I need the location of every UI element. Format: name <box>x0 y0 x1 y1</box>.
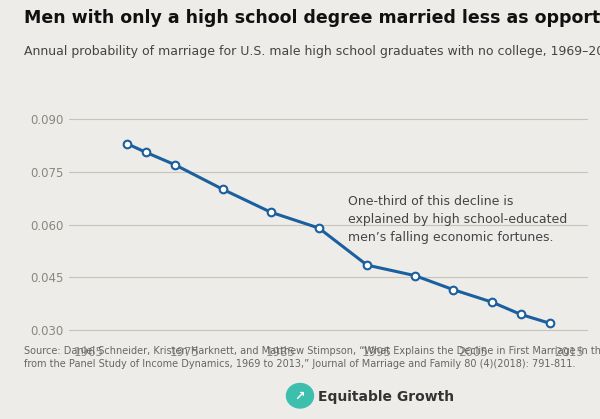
Text: ↗: ↗ <box>295 390 305 403</box>
Circle shape <box>287 383 314 408</box>
Text: Men with only a high school degree married less as opportunity declined: Men with only a high school degree marri… <box>24 9 600 27</box>
Text: Source: Daniel Schneider, Kristen Harknett, and Matthew Stimpson, “What Explains: Source: Daniel Schneider, Kristen Harkne… <box>24 346 600 369</box>
Text: Annual probability of marriage for U.S. male high school graduates with no colle: Annual probability of marriage for U.S. … <box>24 45 600 58</box>
Text: One-third of this decline is
explained by high school-educated
men’s falling eco: One-third of this decline is explained b… <box>348 194 567 243</box>
Text: Equitable Growth: Equitable Growth <box>318 390 454 404</box>
